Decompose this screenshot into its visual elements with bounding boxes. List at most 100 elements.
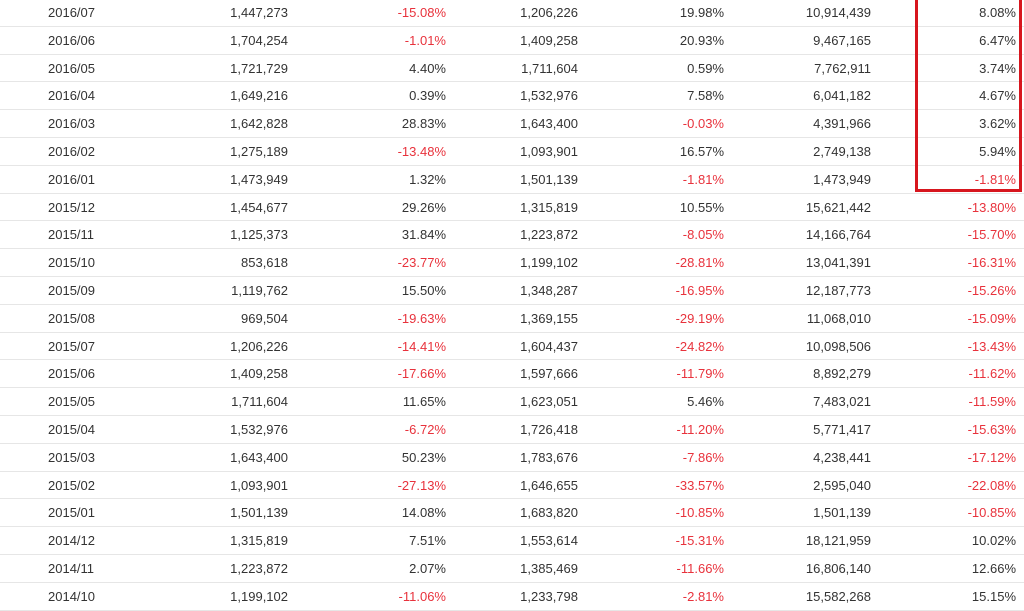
value-cell: 1,501,139 — [813, 505, 871, 521]
value-cell: -15.26% — [967, 283, 1016, 298]
value-cell: 7.51% — [409, 533, 446, 549]
value-cell: -22.08% — [967, 477, 1016, 493]
value-cell: 1,233,798 — [520, 588, 578, 604]
table-row: 2015/07 1,206,226 -14.41% 1,604,437 -24.82% 1… — [0, 333, 1024, 361]
value-cell: 1,315,819 — [230, 533, 288, 549]
value-cell: 0.59% — [687, 60, 724, 76]
value-cell: -11.59% — [968, 394, 1016, 410]
value-cell: 6.47% — [979, 32, 1016, 48]
value-cell: 15,582,268 — [805, 588, 871, 604]
month-cell: 2015/03 — [48, 449, 95, 465]
month-cell: 2015/10 — [48, 255, 95, 271]
value-cell: -17.66% — [397, 366, 446, 382]
value-cell: 1,409,258 — [230, 366, 288, 382]
value-cell: -15.08% — [397, 5, 446, 20]
value-cell: -29.19% — [675, 310, 724, 326]
value-cell: 1,206,226 — [520, 5, 578, 20]
value-cell: -16.95% — [675, 283, 724, 298]
month-cell: 2016/06 — [48, 32, 95, 48]
value-cell: 1,125,373 — [230, 227, 288, 243]
value-cell: 1,683,820 — [520, 505, 578, 521]
value-cell: 10,914,439 — [805, 5, 871, 20]
value-cell: 1,643,400 — [520, 116, 578, 132]
table-row: 2015/11 1,125,373 31.84% 1,223,872 -8.05% 14,… — [0, 221, 1024, 250]
value-cell: -2.81% — [682, 588, 724, 604]
value-cell: 1,315,819 — [520, 199, 578, 215]
value-cell: 1,385,469 — [520, 561, 578, 576]
table-row: 2016/06 1,704,254 -1.01% 1,409,258 20.93% 9,4… — [0, 27, 1024, 55]
table-row: 2016/05 1,721,729 4.40% 1,711,604 0.59% 7,762… — [0, 55, 1024, 83]
value-cell: 10.55% — [679, 199, 724, 215]
table-row: 2015/01 1,501,139 14.08% 1,683,820 -10.85% 1,… — [0, 499, 1024, 528]
value-cell: 853,618 — [241, 255, 288, 271]
value-cell: 10.02% — [971, 533, 1016, 549]
table-row: 2015/09 1,119,762 15.50% 1,348,287 -16.95% 12… — [0, 277, 1024, 305]
value-cell: 28.83% — [401, 116, 446, 132]
month-cell: 2016/04 — [48, 88, 95, 104]
value-cell: 15.15% — [971, 588, 1016, 604]
value-cell: 6,041,182 — [813, 88, 871, 104]
value-cell: 3.74% — [979, 60, 1016, 76]
value-cell: 5.46% — [687, 394, 724, 410]
month-cell: 2016/03 — [48, 116, 95, 132]
value-cell: 7,762,911 — [814, 60, 871, 76]
month-cell: 2016/05 — [48, 60, 95, 76]
table-row: 2015/03 1,643,400 50.23% 1,783,676 -7.86% 4,2… — [0, 444, 1024, 472]
value-cell: 1,501,139 — [520, 171, 578, 187]
value-cell: 4,238,441 — [813, 449, 871, 465]
value-cell: 1,206,226 — [230, 338, 288, 354]
table-row: 2015/04 1,532,976 -6.72% 1,726,418 -11.20% 5,… — [0, 416, 1024, 444]
value-cell: 11,068,010 — [806, 310, 871, 326]
table-row: 2015/06 1,409,258 -17.66% 1,597,666 -11.79% 8… — [0, 360, 1024, 389]
value-cell: -16.31% — [967, 255, 1016, 271]
table-row: 2015/12 1,454,677 29.26% 1,315,819 10.55% 15,… — [0, 194, 1024, 222]
value-cell: 5.94% — [979, 144, 1016, 159]
value-cell: 8,892,279 — [813, 366, 871, 382]
value-cell: 20.93% — [679, 32, 724, 48]
value-cell: -23.77% — [397, 255, 446, 271]
table-row: 2015/05 1,711,604 11.65% 1,623,051 5.46% 7,48… — [0, 388, 1024, 416]
value-cell: 1,223,872 — [230, 561, 288, 576]
value-cell: -11.79% — [676, 366, 724, 382]
value-cell: -15.70% — [967, 227, 1016, 243]
value-cell: 7,483,021 — [813, 394, 871, 410]
value-cell: -15.31% — [675, 533, 724, 549]
value-cell: 9,467,165 — [813, 32, 871, 48]
value-cell: 50.23% — [401, 449, 446, 465]
value-cell: -8.05% — [682, 227, 724, 243]
month-cell: 2014/11 — [48, 561, 95, 576]
value-cell: 12.66% — [971, 561, 1016, 576]
highlight-box — [915, 0, 1022, 192]
value-cell: 1,643,400 — [230, 449, 288, 465]
value-cell: 0.39% — [409, 88, 446, 104]
value-cell: -19.63% — [397, 310, 446, 326]
value-cell: 1,409,258 — [520, 32, 578, 48]
value-cell: 1,447,273 — [230, 5, 288, 20]
value-cell: 2.07% — [409, 561, 446, 576]
value-cell: -11.66% — [676, 561, 724, 576]
value-cell: 1,642,828 — [230, 116, 288, 132]
value-cell: 31.84% — [401, 227, 446, 243]
month-cell: 2016/07 — [48, 5, 95, 20]
month-cell: 2014/12 — [48, 533, 95, 549]
value-cell: 1,275,189 — [230, 144, 288, 159]
value-cell: -1.01% — [404, 32, 446, 48]
value-cell: -11.06% — [398, 588, 446, 604]
value-cell: -11.20% — [676, 422, 724, 437]
value-cell: -15.63% — [967, 422, 1016, 437]
value-cell: 1,623,051 — [520, 394, 578, 410]
month-cell: 2015/05 — [48, 394, 95, 410]
value-cell: 13,041,391 — [805, 255, 871, 271]
month-cell: 2015/11 — [48, 227, 95, 243]
value-cell: 1,199,102 — [520, 255, 578, 271]
month-cell: 2015/08 — [48, 310, 95, 326]
value-cell: 11.65% — [402, 394, 446, 410]
value-cell: 1,553,614 — [520, 533, 578, 549]
value-cell: 1,721,729 — [230, 60, 288, 76]
value-cell: 12,187,773 — [805, 283, 871, 298]
value-cell: 14,166,764 — [805, 227, 871, 243]
value-cell: 1.32% — [409, 171, 446, 187]
value-cell: -0.03% — [682, 116, 724, 132]
value-cell: 1,473,949 — [813, 171, 871, 187]
